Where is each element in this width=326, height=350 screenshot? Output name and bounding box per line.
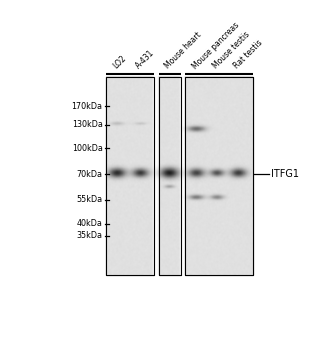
Text: Rat testis: Rat testis [232, 38, 264, 71]
Text: 70kDa: 70kDa [77, 170, 103, 178]
Text: Mouse pancreas: Mouse pancreas [190, 20, 241, 71]
Text: 130kDa: 130kDa [72, 120, 103, 129]
Text: ITFG1: ITFG1 [271, 168, 299, 178]
Text: LO2: LO2 [111, 54, 128, 71]
Text: 170kDa: 170kDa [72, 102, 103, 111]
Bar [185, 77, 253, 275]
Text: A-431: A-431 [134, 48, 156, 71]
Text: 55kDa: 55kDa [77, 195, 103, 204]
Bar [185, 77, 253, 275]
Bar [159, 77, 181, 275]
Text: 100kDa: 100kDa [72, 144, 103, 153]
Bar [106, 77, 154, 275]
Text: 35kDa: 35kDa [77, 231, 103, 240]
Text: Mouse testis: Mouse testis [211, 30, 252, 71]
Bar [159, 77, 181, 275]
Text: 40kDa: 40kDa [77, 219, 103, 228]
Bar [106, 77, 154, 275]
Text: Mouse heart: Mouse heart [163, 30, 203, 71]
